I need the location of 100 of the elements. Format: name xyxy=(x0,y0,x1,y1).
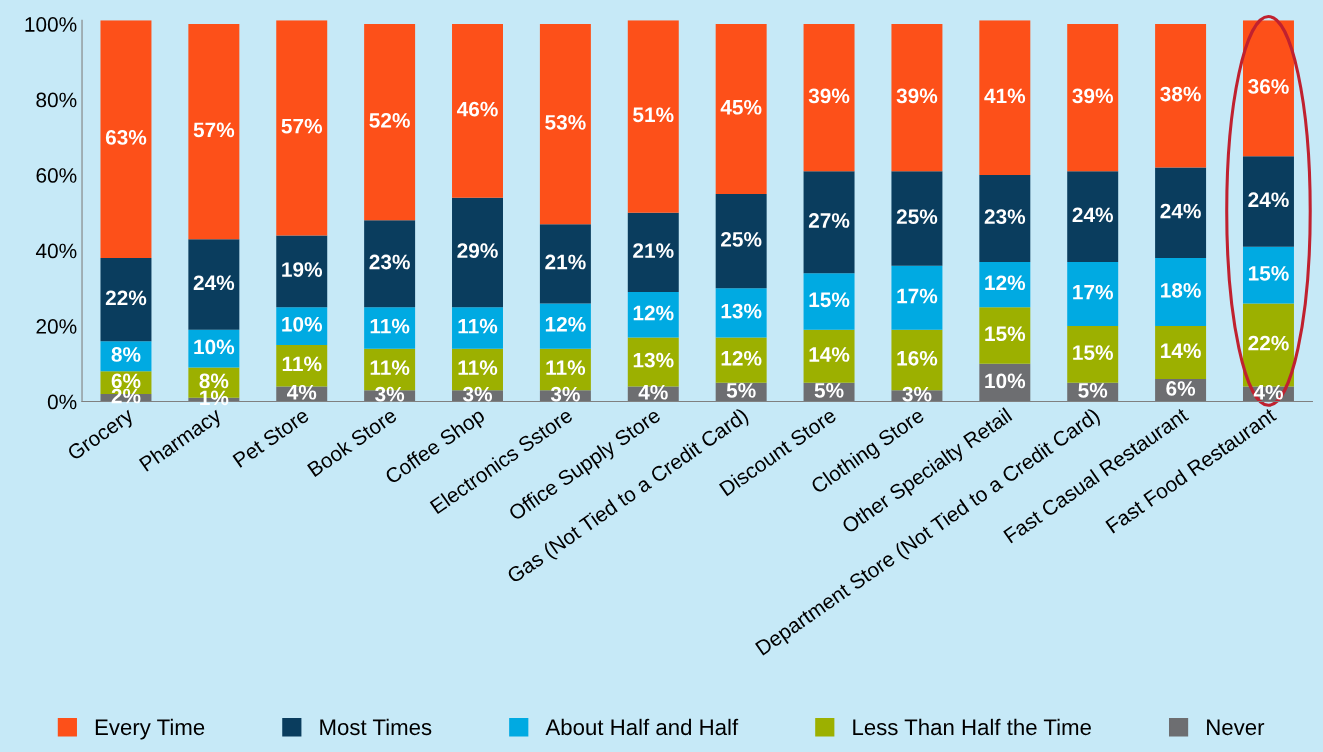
bar xyxy=(1242,156,1294,247)
data-label: 4% xyxy=(638,384,668,400)
data-label: 13% xyxy=(633,352,674,368)
bar xyxy=(803,273,855,330)
bar xyxy=(1242,20,1294,157)
data-label: 11% xyxy=(546,360,586,376)
data-label: 36% xyxy=(1248,79,1289,94)
bar xyxy=(979,175,1031,262)
bar xyxy=(539,303,591,349)
bar xyxy=(627,337,679,387)
data-label: 39% xyxy=(896,88,938,104)
bar xyxy=(364,220,416,308)
y-tick-label: 40% xyxy=(35,243,77,259)
data-label: 23% xyxy=(984,209,1026,225)
bar xyxy=(891,265,943,330)
bar xyxy=(452,197,503,308)
data-label: 22% xyxy=(105,290,147,306)
data-label: 3% xyxy=(375,386,405,402)
data-label: 4% xyxy=(287,384,317,400)
bar xyxy=(803,171,855,274)
bar xyxy=(715,288,767,338)
data-label: 12% xyxy=(633,305,674,321)
data-label: 3% xyxy=(902,386,932,402)
data-label: 16% xyxy=(897,350,938,366)
data-label: 12% xyxy=(721,350,762,366)
bar xyxy=(276,20,328,236)
data-label: 57% xyxy=(281,118,323,134)
data-label: 19% xyxy=(282,262,323,277)
data-label: 11% xyxy=(370,318,410,334)
data-label: 17% xyxy=(1073,284,1113,300)
bar xyxy=(891,171,943,266)
y-tick-label: 100% xyxy=(25,17,77,32)
data-label: 15% xyxy=(1073,345,1113,360)
legend-label: Less Than Half the Time xyxy=(853,718,1091,736)
data-label: 15% xyxy=(1248,266,1289,281)
data-label: 11% xyxy=(458,318,498,334)
data-label: 15% xyxy=(809,292,850,308)
data-label: 39% xyxy=(808,88,850,104)
bar xyxy=(803,24,855,172)
bar xyxy=(627,212,679,293)
bar xyxy=(1067,326,1119,383)
data-label: 6% xyxy=(111,373,141,389)
data-label: 8% xyxy=(111,347,141,362)
data-label: 24% xyxy=(1160,203,1201,219)
y-tick-label: 20% xyxy=(36,319,77,334)
data-label: 24% xyxy=(1248,192,1289,208)
data-label: 14% xyxy=(1161,343,1201,359)
bar xyxy=(979,20,1031,176)
data-label: 14% xyxy=(809,347,850,362)
data-label: 5% xyxy=(814,383,844,398)
bar xyxy=(276,235,328,308)
data-label: 1% xyxy=(200,390,229,406)
y-tick-label: 80% xyxy=(36,92,77,108)
y-tick-label: 0% xyxy=(47,394,77,410)
data-label: 4% xyxy=(1253,384,1283,400)
bar xyxy=(364,24,416,221)
data-label: 10% xyxy=(985,373,1026,389)
data-label: 24% xyxy=(1072,207,1113,223)
bar xyxy=(1242,246,1294,304)
data-label: 38% xyxy=(1160,86,1201,102)
data-label: 22% xyxy=(1248,335,1289,351)
data-label: 10% xyxy=(282,316,323,332)
data-label: 23% xyxy=(369,254,410,270)
bar xyxy=(188,24,240,240)
data-label: 53% xyxy=(545,114,586,130)
legend-label: Never xyxy=(1207,719,1265,736)
bar xyxy=(188,239,240,330)
data-label: 45% xyxy=(720,99,762,115)
data-label: 41% xyxy=(984,88,1026,104)
data-label: 21% xyxy=(545,254,586,270)
bar xyxy=(100,20,152,259)
bar xyxy=(803,329,855,383)
data-label: 25% xyxy=(896,209,938,225)
data-label: 51% xyxy=(633,107,674,123)
data-label: 5% xyxy=(1078,383,1108,398)
bar xyxy=(539,24,591,225)
bar xyxy=(627,20,679,213)
bar xyxy=(715,24,767,194)
bar xyxy=(364,307,416,349)
bar xyxy=(1067,171,1119,262)
data-label: 52% xyxy=(369,113,410,128)
data-label: 8% xyxy=(199,373,229,389)
data-label: 10% xyxy=(194,339,235,355)
data-label: 21% xyxy=(633,243,674,259)
bar xyxy=(1155,258,1207,327)
data-label: 6% xyxy=(1166,381,1196,396)
data-label: 63% xyxy=(105,130,147,145)
bar xyxy=(452,24,503,198)
data-label: 24% xyxy=(193,275,235,291)
data-label: 39% xyxy=(1072,88,1113,104)
bar xyxy=(1155,167,1207,259)
legend-label: About Half and Half xyxy=(545,718,739,736)
bar xyxy=(452,307,503,349)
legend-label: Every Time xyxy=(95,718,205,740)
data-label: 27% xyxy=(808,213,850,228)
data-label: 57% xyxy=(193,122,235,138)
legend-label: Most Times xyxy=(320,718,432,736)
data-label: 11% xyxy=(370,360,410,376)
bar xyxy=(1155,24,1207,168)
data-label: 13% xyxy=(721,303,762,319)
